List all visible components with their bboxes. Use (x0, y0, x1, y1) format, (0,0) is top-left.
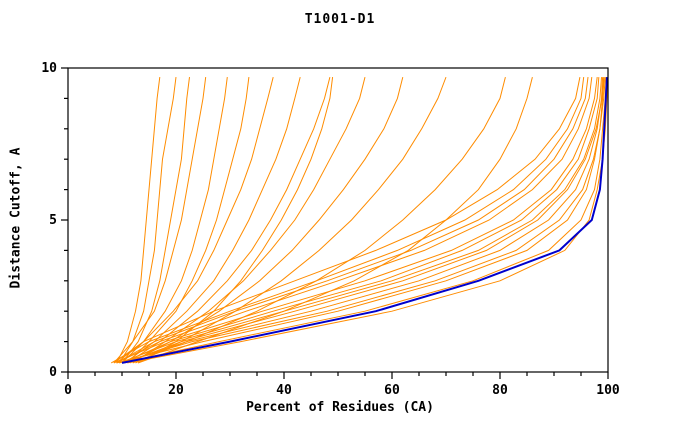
model-curve (121, 77, 190, 364)
model-curve (124, 77, 605, 364)
model-curve (121, 77, 604, 364)
model-curve (119, 77, 606, 364)
model-curve (116, 76, 274, 364)
x-axis-label: Percent of Residues (CA) (246, 400, 434, 415)
y-tick-label: 10 (41, 61, 57, 76)
model-curve (127, 77, 609, 364)
plot-frame (67, 67, 609, 373)
model-curve (121, 77, 607, 364)
model-curve (116, 77, 593, 364)
reference-curve (121, 77, 608, 364)
model-curve (116, 77, 161, 364)
model-curve (121, 77, 228, 364)
model-curve (113, 77, 207, 364)
model-curve (137, 77, 334, 364)
model-curve (127, 76, 331, 364)
x-tick-label: 80 (492, 383, 508, 398)
model-curve (127, 77, 250, 364)
model-curve (121, 77, 600, 364)
model-curve (116, 77, 589, 364)
model-curve (132, 76, 366, 364)
model-curve (113, 77, 598, 364)
model-curve (118, 77, 177, 364)
y-axis-label: Distance Cutoff, A (8, 147, 24, 289)
model-curve (113, 77, 581, 364)
x-tick-label: 40 (276, 383, 292, 398)
chart-title: T1001-D1 (304, 12, 376, 27)
model-curve (116, 77, 605, 364)
model-curve (132, 76, 506, 364)
model-curve (119, 77, 603, 364)
model-curve (110, 77, 585, 364)
x-tick-label: 60 (384, 383, 400, 398)
y-tick-label: 0 (49, 365, 57, 380)
y-tick-label: 5 (49, 213, 57, 228)
model-curve (135, 76, 447, 364)
x-tick-label: 100 (596, 383, 620, 398)
x-tick-label: 20 (168, 383, 184, 398)
x-tick-label: 0 (64, 383, 72, 398)
model-curve (124, 76, 301, 364)
